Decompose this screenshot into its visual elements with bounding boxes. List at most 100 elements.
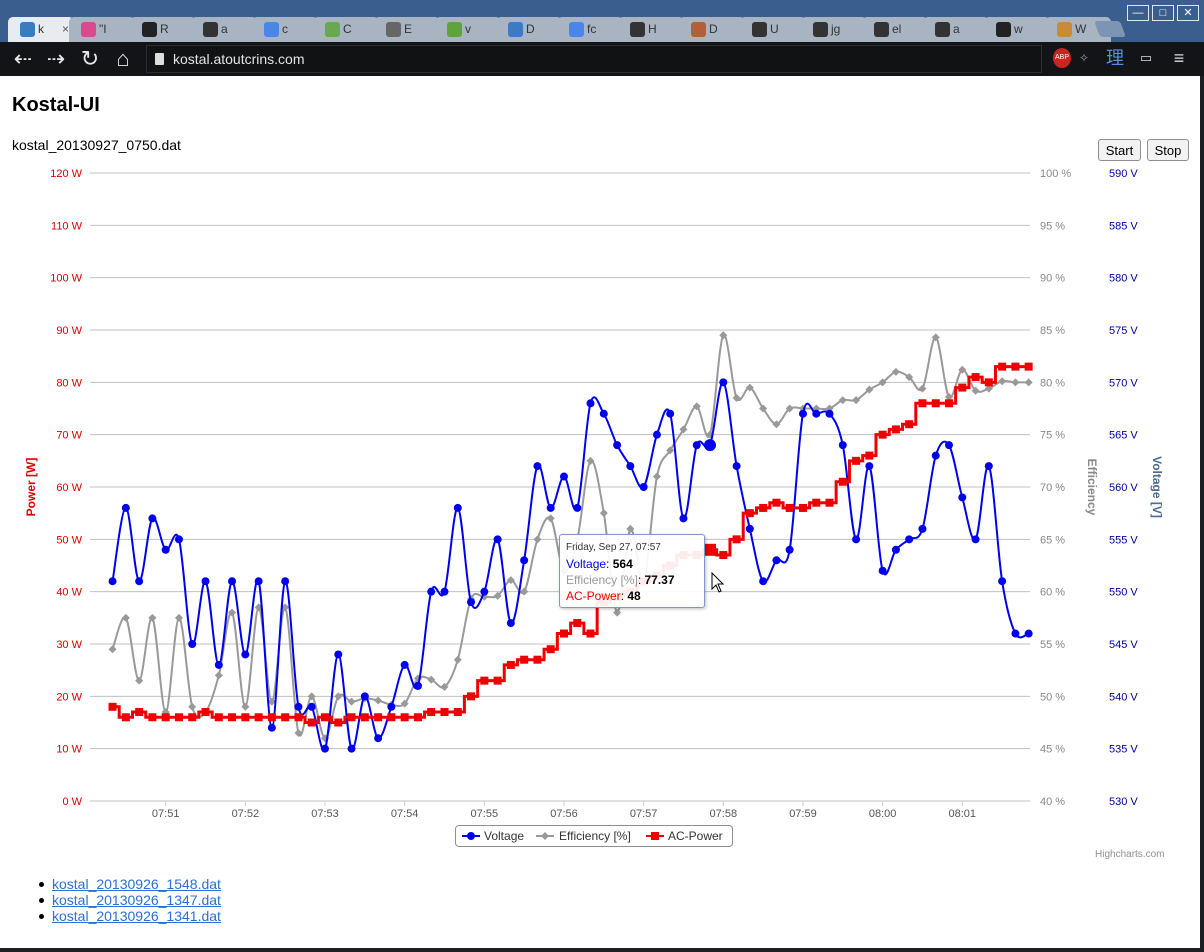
efficiency-point bbox=[241, 702, 250, 711]
tab-label: el bbox=[892, 22, 902, 36]
file-list: kostal_20130926_1548.dat kostal_20130926… bbox=[39, 876, 221, 924]
power-tick-label: 100 W bbox=[50, 273, 82, 285]
home-icon[interactable]: ⌂ bbox=[116, 46, 130, 71]
voltage-point bbox=[958, 493, 967, 502]
maximize-icon[interactable]: □ bbox=[1152, 5, 1174, 21]
voltage-point bbox=[1011, 629, 1020, 638]
efficiency-tick-label: 60 % bbox=[1040, 587, 1065, 599]
voltage-point bbox=[254, 577, 263, 586]
browser-tab[interactable]: jg bbox=[801, 17, 867, 43]
voltage-point bbox=[639, 483, 648, 491]
tab-label: R bbox=[160, 22, 169, 36]
voltage-tick-label: 575 V bbox=[1109, 325, 1138, 337]
forward-icon[interactable]: ⇢ bbox=[46, 46, 66, 71]
power-point bbox=[719, 551, 728, 560]
efficiency-point bbox=[984, 384, 993, 393]
efficiency-point bbox=[931, 333, 940, 342]
browser-tab[interactable]: "I bbox=[69, 17, 135, 43]
browser-tab[interactable]: fc bbox=[557, 17, 623, 43]
browser-tab[interactable]: C bbox=[313, 17, 379, 43]
tab-favicon-icon bbox=[691, 22, 706, 37]
power-point bbox=[440, 708, 449, 717]
adblock-icon[interactable]: ABP bbox=[1053, 48, 1071, 68]
browser-tab[interactable]: k × bbox=[8, 17, 74, 44]
extension-icon[interactable]: ✧ bbox=[1078, 51, 1090, 65]
efficiency-point bbox=[852, 396, 861, 405]
voltage-point bbox=[878, 566, 887, 575]
power-point bbox=[121, 713, 130, 722]
voltage-point bbox=[294, 702, 303, 711]
browser-tab[interactable]: w bbox=[984, 17, 1050, 43]
x-tick-label: 07:53 bbox=[311, 808, 339, 820]
voltage-point bbox=[852, 535, 861, 544]
stop-button[interactable]: Stop bbox=[1147, 139, 1189, 161]
voltage-point bbox=[413, 681, 422, 690]
tab-close-icon[interactable]: × bbox=[62, 22, 70, 36]
power-point bbox=[334, 718, 343, 727]
voltage-point bbox=[931, 451, 940, 460]
voltage-point bbox=[493, 535, 502, 544]
browser-tab[interactable]: R bbox=[130, 17, 196, 43]
address-bar[interactable]: kostal.atoutcrins.com bbox=[146, 45, 1042, 73]
legend-power[interactable]: AC-Power bbox=[668, 829, 723, 843]
list-item: kostal_20130926_1548.dat bbox=[39, 876, 221, 892]
tab-favicon-icon bbox=[386, 22, 401, 37]
new-tab-button[interactable] bbox=[1094, 21, 1126, 37]
efficiency-point bbox=[599, 509, 608, 518]
legend-efficiency[interactable]: Efficiency [%] bbox=[559, 829, 631, 843]
browser-tab[interactable]: c bbox=[252, 17, 318, 43]
tab-favicon-icon bbox=[569, 22, 584, 37]
efficiency-point bbox=[918, 384, 927, 393]
voltage-point bbox=[918, 524, 927, 533]
file-link[interactable]: kostal_20130926_1548.dat bbox=[52, 876, 221, 892]
chart-credits[interactable]: Highcharts.com bbox=[1095, 849, 1165, 860]
url-text[interactable]: kostal.atoutcrins.com bbox=[173, 51, 305, 67]
voltage-point bbox=[905, 535, 914, 544]
efficiency-point bbox=[891, 367, 900, 376]
browser-tab[interactable]: v bbox=[435, 17, 501, 43]
power-point bbox=[374, 713, 383, 722]
minimize-icon[interactable]: — bbox=[1127, 5, 1149, 21]
tab-favicon-icon bbox=[813, 22, 828, 37]
file-link[interactable]: kostal_20130926_1341.dat bbox=[52, 908, 221, 924]
translate-icon[interactable]: 理 bbox=[1106, 48, 1124, 68]
tab-favicon-icon bbox=[1057, 22, 1072, 37]
browser-tab[interactable]: U bbox=[740, 17, 806, 43]
start-button[interactable]: Start bbox=[1098, 139, 1141, 161]
browser-tab[interactable]: E bbox=[374, 17, 440, 43]
menu-icon[interactable]: ≡ bbox=[1173, 48, 1185, 68]
efficiency-tick-label: 100 % bbox=[1040, 168, 1071, 180]
browser-tab[interactable]: D bbox=[679, 17, 745, 43]
tab-favicon-icon bbox=[508, 22, 523, 37]
power-point bbox=[201, 708, 210, 717]
legend-voltage[interactable]: Voltage bbox=[484, 829, 525, 843]
voltage-point bbox=[679, 514, 688, 523]
reload-icon[interactable]: ↻ bbox=[80, 46, 100, 71]
voltage-point bbox=[214, 660, 223, 669]
list-item: kostal_20130926_1347.dat bbox=[39, 892, 221, 908]
close-window-icon[interactable]: ✕ bbox=[1177, 5, 1199, 21]
voltage-tick-label: 540 V bbox=[1109, 691, 1138, 703]
browser-tab[interactable]: a bbox=[191, 17, 257, 43]
browser-tab[interactable]: D bbox=[496, 17, 562, 43]
file-link[interactable]: kostal_20130926_1347.dat bbox=[52, 892, 221, 908]
browser-tab[interactable]: H bbox=[618, 17, 684, 43]
x-tick-label: 07:51 bbox=[152, 808, 180, 820]
power-point bbox=[546, 645, 555, 654]
voltage-point bbox=[559, 472, 568, 481]
power-point bbox=[772, 498, 781, 507]
efficiency-point bbox=[944, 392, 953, 401]
power-point bbox=[586, 629, 595, 638]
tooltip-voltage-value: 564 bbox=[612, 557, 633, 571]
screen-icon[interactable]: ▭ bbox=[1139, 50, 1153, 65]
x-tick-label: 07:59 bbox=[789, 808, 817, 820]
browser-tab[interactable]: el bbox=[862, 17, 928, 43]
voltage-tick-label: 590 V bbox=[1109, 168, 1138, 180]
back-icon[interactable]: ⇠ bbox=[13, 46, 33, 71]
power-series-line bbox=[112, 365, 1029, 724]
voltage-point bbox=[546, 503, 555, 512]
efficiency-point bbox=[546, 514, 555, 523]
voltage-tick-label: 570 V bbox=[1109, 377, 1138, 389]
browser-tab[interactable]: a bbox=[923, 17, 989, 43]
